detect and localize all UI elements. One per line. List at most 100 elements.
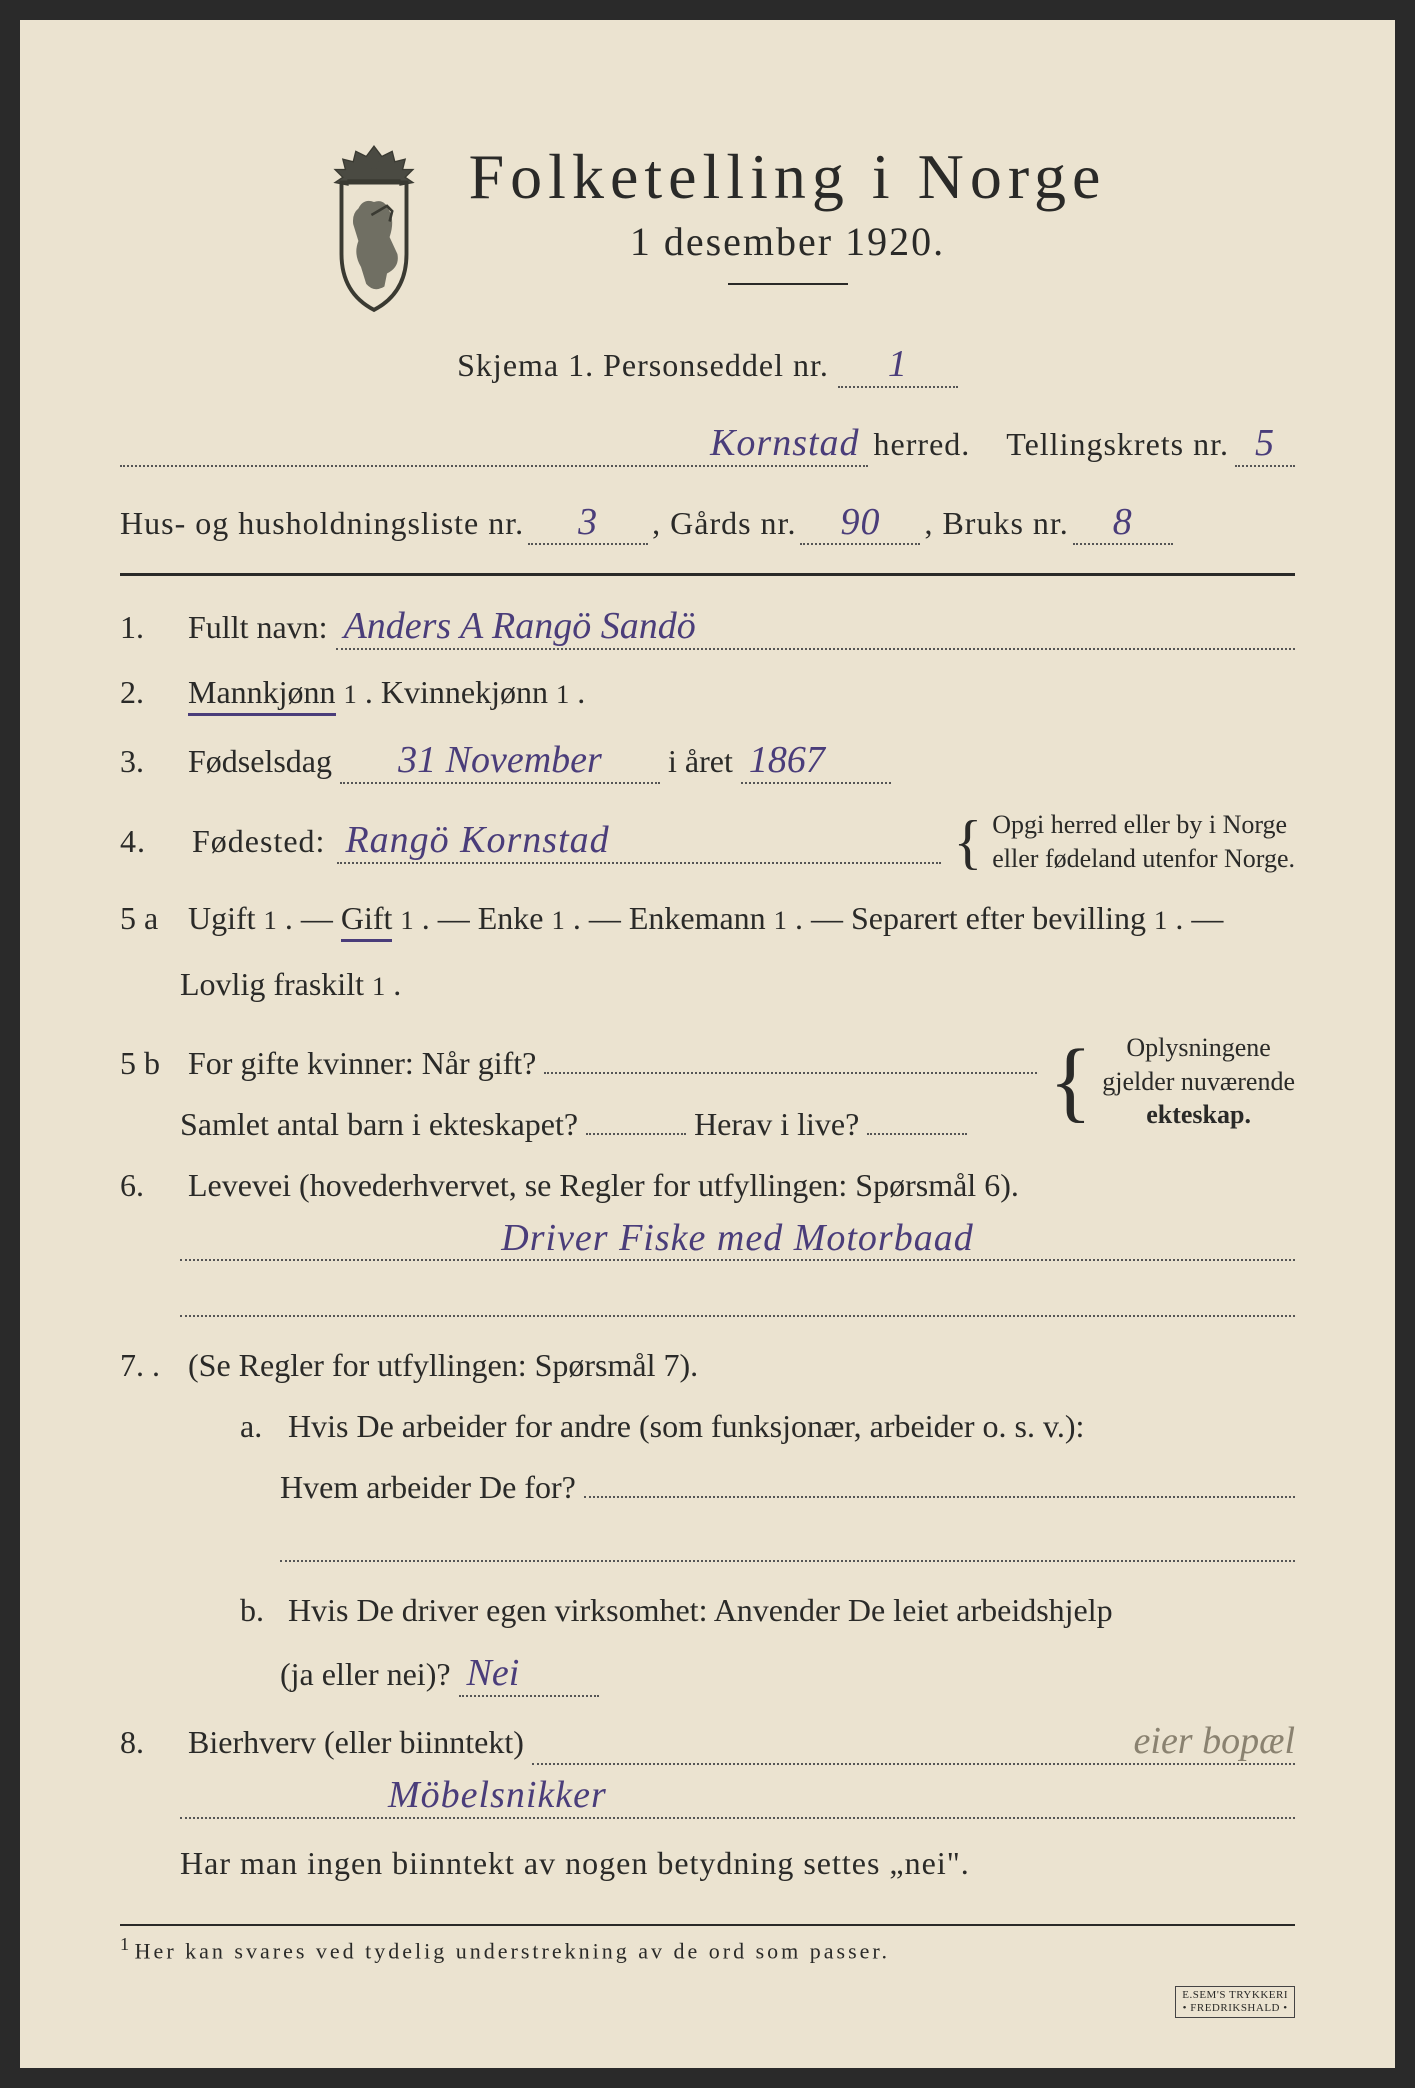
herred-label: herred.: [874, 414, 971, 475]
q5b-label3: Herav i live?: [694, 1106, 859, 1143]
hus-nr: 3: [570, 502, 606, 544]
q5b-note3: ekteskap.: [1102, 1098, 1295, 1132]
q5a-row: 5 a Ugift1. — Gift1. — Enke1. — Enkemann…: [120, 900, 1295, 942]
skjema-label: Skjema 1. Personseddel nr.: [457, 347, 829, 383]
q7b-num: b.: [240, 1592, 280, 1629]
title-divider: [728, 283, 848, 285]
q3-yearlabel: i året: [668, 743, 733, 780]
q5b-row: 5 b For gifte kvinner: Når gift? Samlet …: [120, 1021, 1295, 1143]
q4-row: 4. Fødested: Rangö Kornstad { Opgi herre…: [120, 808, 1295, 876]
q4-value: Rangö Kornstad: [337, 820, 617, 862]
hus-label: Hus- og husholdningsliste nr.: [120, 493, 524, 554]
q4-label: Fødested:: [192, 811, 325, 872]
q7b-value: Nei: [459, 1653, 528, 1695]
q7-label: (Se Regler for utfyllingen: Spørsmål 7).: [188, 1347, 698, 1384]
stamp-line1: E.SEM'S TRYKKERI: [1182, 1989, 1288, 2002]
q2-mann: Mannkjønn: [188, 674, 336, 716]
q2-kvinne: . Kvinnekjønn: [365, 674, 548, 711]
q1-row: 1. Fullt navn: Anders A Rangö Sandö: [120, 606, 1295, 650]
q5b-note2: gjelder nuværende: [1102, 1065, 1295, 1099]
skjema-line: Skjema 1. Personseddel nr. 1: [120, 335, 1295, 396]
q5b-num: 5 b: [120, 1045, 180, 1082]
q7b-label1: Hvis De driver egen virksomhet: Anvender…: [288, 1592, 1113, 1629]
gards-label: , Gårds nr.: [652, 493, 796, 554]
q2-sup1: 1: [344, 679, 357, 710]
tellingskrets-nr: 5: [1247, 423, 1283, 465]
q8-row: 8. Bierhverv (eller biinntekt) eier bopæ…: [120, 1721, 1295, 1765]
q1-num: 1.: [120, 609, 180, 646]
header: Folketelling i Norge 1 desember 1920.: [120, 140, 1295, 315]
q5a-num: 5 a: [120, 900, 180, 937]
q8-value: Möbelsnikker: [380, 1775, 615, 1817]
stamp-line2: • FREDRIKSHALD •: [1182, 2002, 1288, 2015]
q2-row: 2. Mannkjønn 1 . Kvinnekjønn 1.: [120, 674, 1295, 716]
q5a-gift: Gift: [341, 900, 393, 942]
q3-row: 3. Fødselsdag 31 November i året 1867: [120, 740, 1295, 784]
q6-blank-line: [180, 1281, 1295, 1317]
printer-stamp: E.SEM'S TRYKKERI • FREDRIKSHALD •: [1175, 1986, 1295, 2018]
q6-label: Levevei (hovederhvervet, se Regler for u…: [188, 1167, 1019, 1204]
divider-top: [120, 573, 1295, 576]
q8-value-line: Möbelsnikker: [180, 1775, 1295, 1819]
q7b-label2: (ja eller nei)?: [280, 1656, 451, 1693]
q4-note-block: { Opgi herred eller by i Norge eller fød…: [953, 808, 1295, 876]
q8-pencil: eier bopæl: [1134, 1720, 1295, 1762]
q3-num: 3.: [120, 743, 180, 780]
q4-num: 4.: [120, 811, 180, 872]
q5a-enkemann: Enkemann: [629, 900, 766, 937]
herred-line: Kornstad herred. Tellingskrets nr. 5: [120, 414, 1295, 475]
tellingskrets-label: Tellingskrets nr.: [1006, 414, 1229, 475]
q2-num: 2.: [120, 674, 180, 711]
hus-line: Hus- og husholdningsliste nr. 3 , Gårds …: [120, 493, 1295, 554]
q7b-row2: (ja eller nei)? Nei: [240, 1653, 1295, 1697]
q5a-row2: Lovlig fraskilt1.: [180, 966, 1295, 1003]
q3-day: 31 November: [390, 740, 610, 782]
q3-year: 1867: [741, 740, 833, 782]
q5b-note1: Oplysningene: [1102, 1031, 1295, 1065]
q8-note: Har man ingen biinntekt av nogen betydni…: [180, 1833, 1295, 1894]
census-form-page: Folketelling i Norge 1 desember 1920. Sk…: [20, 20, 1395, 2068]
q7-num: 7. .: [120, 1347, 180, 1384]
q6-num: 6.: [120, 1167, 180, 1204]
q2-end: .: [577, 674, 585, 711]
q8-num: 8.: [120, 1724, 180, 1761]
q7a-label2: Hvem arbeider De for?: [280, 1469, 576, 1506]
q7a-num: a.: [240, 1408, 280, 1445]
q3-label: Fødselsdag: [188, 743, 332, 780]
q5b-label1: For gifte kvinner: Når gift?: [188, 1045, 536, 1082]
q7a-label1: Hvis De arbeider for andre (som funksjon…: [288, 1408, 1084, 1445]
q5a-fraskilt: Lovlig fraskilt: [180, 966, 364, 1003]
q7a-row: a. Hvis De arbeider for andre (som funks…: [240, 1408, 1295, 1445]
coat-of-arms-icon: [309, 143, 439, 313]
bruks-label: , Bruks nr.: [924, 493, 1068, 554]
gards-nr: 90: [832, 502, 888, 544]
title-block: Folketelling i Norge 1 desember 1920.: [469, 140, 1107, 315]
q5a-ugift: Ugift: [188, 900, 256, 937]
herred-value: Kornstad: [702, 423, 867, 465]
main-title: Folketelling i Norge: [469, 140, 1107, 214]
q6-row: 6. Levevei (hovederhvervet, se Regler fo…: [120, 1167, 1295, 1204]
footnote-text: Her kan svares ved tydelig understreknin…: [135, 1938, 890, 1963]
q1-value: Anders A Rangö Sandö: [336, 606, 704, 648]
q5a-enke: Enke: [478, 900, 544, 937]
q7a-row2: Hvem arbeider De for?: [240, 1469, 1295, 1506]
q2-sup2: 1: [556, 679, 569, 710]
q7-row: 7. . (Se Regler for utfyllingen: Spørsmå…: [120, 1347, 1295, 1384]
q7b-row: b. Hvis De driver egen virksomhet: Anven…: [240, 1592, 1295, 1629]
q8-label: Bierhverv (eller biinntekt): [188, 1724, 524, 1761]
q4-note: Opgi herred eller by i Norge eller fødel…: [992, 808, 1295, 876]
q7a-blank: [280, 1526, 1295, 1562]
brace-icon: {: [1049, 1046, 1092, 1118]
q6-value-line: Driver Fiske med Motorbaad: [180, 1218, 1295, 1262]
footnote-sup: 1: [120, 1934, 129, 1954]
q5b-label2: Samlet antal barn i ekteskapet?: [180, 1106, 578, 1143]
footnote: 1 Her kan svares ved tydelig understrekn…: [120, 1924, 1295, 1964]
brace-icon: {: [953, 818, 982, 866]
q6-value: Driver Fiske med Motorbaad: [493, 1218, 981, 1260]
subtitle: 1 desember 1920.: [469, 218, 1107, 265]
q5b-note-block: { Oplysningene gjelder nuværende ekteska…: [1049, 1031, 1295, 1132]
personseddel-nr: 1: [880, 344, 916, 386]
bruks-nr: 8: [1105, 502, 1141, 544]
q4-note1: Opgi herred eller by i Norge: [992, 808, 1295, 842]
q5a-separert: Separert efter bevilling: [851, 900, 1146, 937]
